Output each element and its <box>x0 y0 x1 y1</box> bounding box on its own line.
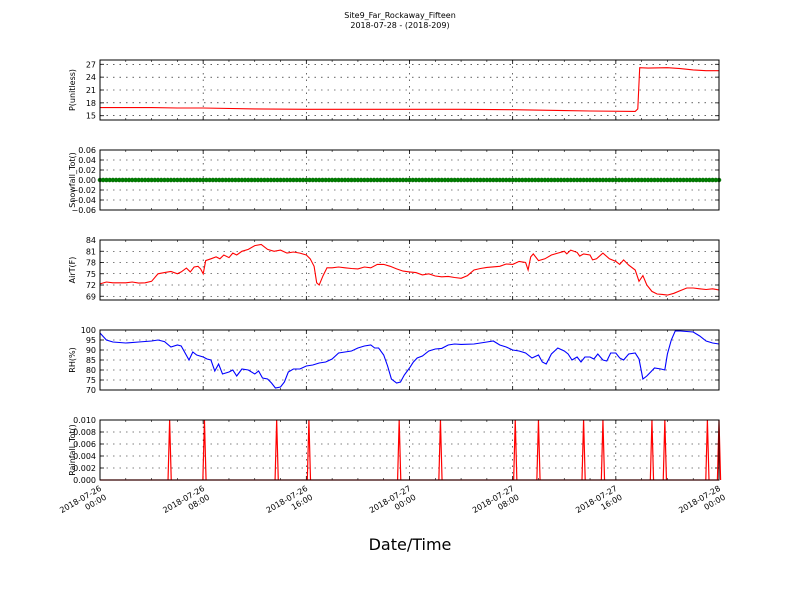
series-line-rh <box>99 330 720 389</box>
y-tick-label: 80 <box>86 366 96 375</box>
panel-snow: 0.060.040.020.00−0.02−0.04−0.06Snowfall_… <box>68 146 722 215</box>
y-tick-label: −0.04 <box>71 196 96 205</box>
rain-spike <box>306 419 312 481</box>
series-line-p <box>100 67 719 112</box>
chart-title-block: Site9_Far_Rockaway_Fifteen 2018-07-28 - … <box>0 11 800 31</box>
y-tick-label: 70 <box>86 386 96 395</box>
x-tick-label: 2018-07-2700:00 <box>368 484 418 524</box>
y-tick-label: 95 <box>86 336 96 345</box>
y-axis-label-snow: Snowfall_Tot() <box>68 152 77 208</box>
x-axis-label: Date/Time <box>369 535 452 554</box>
x-tick-label: 2018-07-2608:00 <box>161 484 211 524</box>
x-tick-label: 2018-07-2708:00 <box>471 484 521 524</box>
rain-spike <box>274 419 279 481</box>
rain-spike <box>396 419 402 481</box>
rain-spike <box>662 419 668 481</box>
y-tick-label: 69 <box>86 292 96 301</box>
y-axis-label-air: AirT(F) <box>68 257 77 284</box>
y-tick-label: 100 <box>81 326 96 335</box>
panel-p: 15 18 21 24 27 P(unitless) <box>68 59 720 121</box>
y-tick-label: 81 <box>86 247 96 256</box>
rain-spike <box>581 419 586 481</box>
panel-frame <box>99 239 720 301</box>
rain-spike <box>536 419 541 481</box>
panel-frame <box>99 59 720 121</box>
panel-frame <box>99 329 720 391</box>
rain-spike <box>202 419 207 481</box>
y-tick-label: 0.02 <box>78 166 96 175</box>
y-tick-label: 27 <box>86 60 96 69</box>
x-tick-label: 2018-07-2800:00 <box>677 484 727 524</box>
y-tick-label: 85 <box>86 356 96 365</box>
y-tick-label: 18 <box>86 99 96 108</box>
y-tick-label: 84 <box>86 236 96 245</box>
y-tick-label: 0.06 <box>78 146 96 155</box>
y-tick-label: −0.02 <box>71 186 96 195</box>
y-tick-label: 0.000 <box>73 476 96 485</box>
rain-spike <box>167 419 172 481</box>
panel-frame <box>99 149 720 211</box>
y-tick-label: 75 <box>86 376 96 385</box>
y-tick-label: 15 <box>86 112 96 121</box>
chart-title: Site9_Far_Rockaway_Fifteen <box>344 11 456 20</box>
x-tick-label: 2018-07-2716:00 <box>574 484 624 524</box>
rain-spike <box>600 419 606 481</box>
y-tick-label: −0.06 <box>71 206 96 215</box>
y-tick-label: 0.04 <box>78 156 96 165</box>
y-axis-label-rain: Rainfall_Tot() <box>68 424 77 476</box>
y-tick-label: 0.002 <box>73 464 96 473</box>
y-tick-label: 0.010 <box>73 416 96 425</box>
y-tick-label: 0.004 <box>73 452 96 461</box>
rain-spike <box>649 419 655 481</box>
y-tick-label: 0.006 <box>73 440 96 449</box>
y-axis-label-rh: RH(%) <box>68 347 77 372</box>
y-tick-label: 24 <box>86 73 96 82</box>
panel-rain: 0.010 0.008 0.006 0.004 0.002 0.000Rainfall_T… <box>68 416 722 485</box>
rain-spike <box>705 419 710 481</box>
y-tick-label: 21 <box>86 86 96 95</box>
series-line-air <box>99 243 720 296</box>
chart-subtitle: 2018-07-28 - (2018-209) <box>350 21 450 30</box>
y-tick-label: 78 <box>86 259 96 268</box>
y-tick-label: 72 <box>86 281 96 290</box>
y-tick-label: 90 <box>86 346 96 355</box>
panel-air: 84 81 78 75 72 69 AirT(F) <box>68 236 720 301</box>
y-tick-label: 0.008 <box>73 428 96 437</box>
rain-spike <box>513 419 518 481</box>
x-tick-label: 2018-07-2616:00 <box>265 484 315 524</box>
rain-spike <box>438 419 443 481</box>
panel-frame <box>99 419 720 481</box>
y-axis-label-p: P(unitless) <box>68 69 77 111</box>
y-tick-label: 0.00 <box>78 176 96 185</box>
x-tick-label: 2018-07-2600:00 <box>58 484 108 524</box>
y-tick-label: 75 <box>86 270 96 279</box>
